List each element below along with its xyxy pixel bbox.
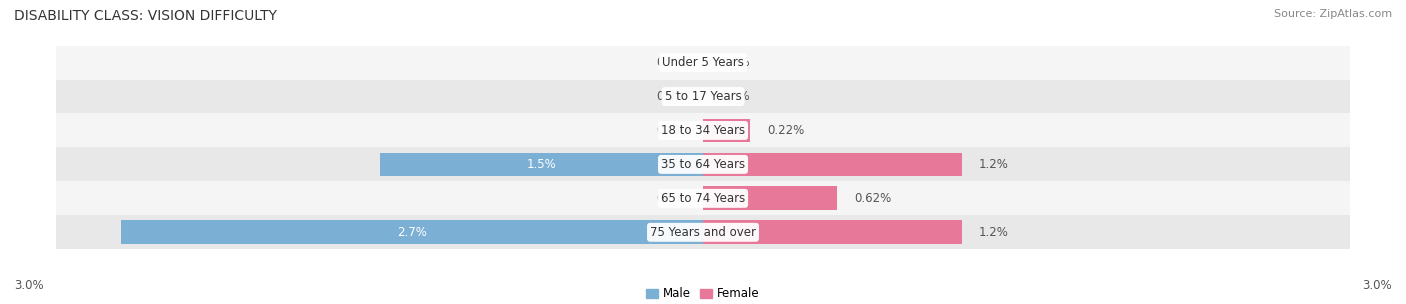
- Bar: [703, 153, 962, 176]
- Text: 0.0%: 0.0%: [720, 90, 749, 103]
- Bar: [56, 46, 1350, 80]
- Text: 5 to 17 Years: 5 to 17 Years: [665, 90, 741, 103]
- Text: Under 5 Years: Under 5 Years: [662, 56, 744, 69]
- Text: DISABILITY CLASS: VISION DIFFICULTY: DISABILITY CLASS: VISION DIFFICULTY: [14, 9, 277, 23]
- Bar: [56, 147, 1350, 181]
- Bar: [703, 220, 962, 244]
- Text: 0.0%: 0.0%: [657, 90, 686, 103]
- Text: 1.2%: 1.2%: [979, 226, 1010, 239]
- Text: 35 to 64 Years: 35 to 64 Years: [661, 158, 745, 171]
- Text: 0.62%: 0.62%: [853, 192, 891, 205]
- Bar: [380, 153, 703, 176]
- Bar: [121, 220, 703, 244]
- Text: 0.0%: 0.0%: [657, 124, 686, 137]
- Text: 0.22%: 0.22%: [768, 124, 804, 137]
- Text: 18 to 34 Years: 18 to 34 Years: [661, 124, 745, 137]
- Text: Source: ZipAtlas.com: Source: ZipAtlas.com: [1274, 9, 1392, 19]
- Text: 3.0%: 3.0%: [1362, 279, 1392, 292]
- Bar: [56, 181, 1350, 215]
- Text: 0.0%: 0.0%: [657, 56, 686, 69]
- Legend: Male, Female: Male, Female: [647, 287, 759, 300]
- Bar: [56, 80, 1350, 113]
- Text: 75 Years and over: 75 Years and over: [650, 226, 756, 239]
- Text: 65 to 74 Years: 65 to 74 Years: [661, 192, 745, 205]
- Text: 0.0%: 0.0%: [657, 192, 686, 205]
- Text: 0.0%: 0.0%: [720, 56, 749, 69]
- Text: 3.0%: 3.0%: [14, 279, 44, 292]
- Text: 2.7%: 2.7%: [396, 226, 427, 239]
- Bar: [703, 119, 751, 142]
- Bar: [703, 186, 837, 210]
- Text: 1.2%: 1.2%: [979, 158, 1010, 171]
- Bar: [56, 215, 1350, 249]
- Text: 1.5%: 1.5%: [526, 158, 557, 171]
- Bar: [56, 113, 1350, 147]
